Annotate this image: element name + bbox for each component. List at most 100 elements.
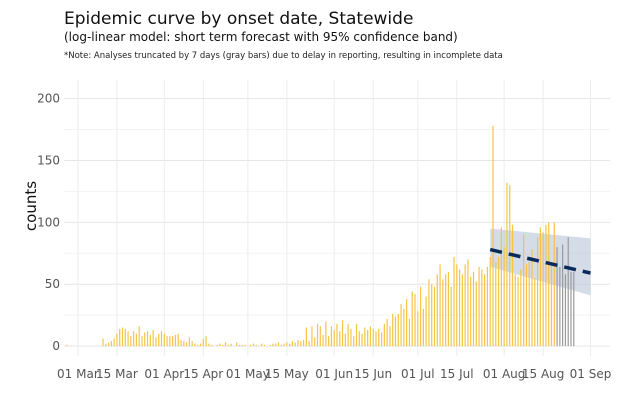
x-tick-label: 01 Apr [144,367,184,381]
bar [191,341,193,347]
bar [227,344,229,347]
x-tick-label: 01 May [226,367,270,381]
bar [497,256,500,347]
bar [224,342,227,347]
bar [135,333,138,347]
bar [400,304,402,347]
bar [419,286,422,347]
bars-layer [66,125,575,347]
bar [322,334,324,347]
bar [205,336,207,347]
bar [514,274,516,347]
bar [517,276,519,347]
bar [486,266,489,347]
bar [286,342,288,347]
bar [105,343,107,347]
bar [202,338,204,347]
bar [503,247,505,347]
bar [450,286,452,347]
bar [158,333,160,347]
bar [177,333,179,347]
bar [523,234,525,347]
bar [378,328,380,347]
bar [394,316,397,347]
bar [367,330,369,347]
bar [341,320,344,347]
bar [562,244,564,347]
x-tick-label: 01 Sep [570,367,612,381]
bar [119,328,121,347]
bar [531,249,533,347]
bar [102,338,104,347]
bar [358,331,360,347]
forecast-line [489,247,591,275]
chart-title: Epidemic curve by onset date, Statewide [64,9,414,29]
bar [559,266,561,347]
bar [406,299,408,347]
bar [392,313,394,347]
bar [428,279,430,347]
forecast-line-layer [489,247,591,275]
bar [275,343,277,347]
bar [319,326,321,347]
bar [305,327,307,347]
bar [188,337,190,347]
bar [456,264,458,347]
bar [439,264,441,347]
bar [197,344,199,347]
bar [160,331,163,347]
bar [252,343,255,347]
x-tick-label: 01 Mar [57,367,99,381]
bar [121,327,124,347]
bar [325,321,327,347]
bar [172,336,174,347]
x-tick-label: 15 Apr [183,367,223,381]
bar [66,344,68,347]
bar [330,326,333,347]
bar [461,274,463,347]
bar [194,343,196,347]
grid-lines [64,80,610,356]
bar [149,334,151,347]
bar [484,274,486,347]
bar [520,269,522,347]
bar [261,343,263,347]
bar [169,336,171,347]
bar [297,339,299,347]
bar [506,182,508,347]
bar [294,342,296,347]
x-tick-label: 15 Mar [96,367,138,381]
bar [475,281,477,347]
bar [556,247,558,347]
bar [542,232,544,347]
bar [361,333,363,347]
bar [277,342,280,347]
bar [211,344,213,347]
bar [263,344,266,347]
bar [311,326,313,347]
bar [107,342,110,347]
chart-subtitle: (log-linear model: short term forecast w… [64,30,458,44]
x-tick-label: 01 Jun [315,367,353,381]
bar [238,344,241,347]
bar [436,274,438,347]
bar [445,274,447,347]
bar [525,264,528,347]
bar [328,336,330,347]
bar [553,222,555,347]
bar [222,344,224,347]
bar [545,224,547,347]
bar [403,308,405,347]
bar [344,333,346,347]
bar [230,343,232,347]
bar [272,343,274,347]
bar [155,337,157,347]
bar [166,336,168,347]
bar [411,291,413,347]
bar [383,323,385,347]
bar [369,326,372,347]
bar [314,337,316,347]
y-tick-label: 0 [52,339,60,353]
